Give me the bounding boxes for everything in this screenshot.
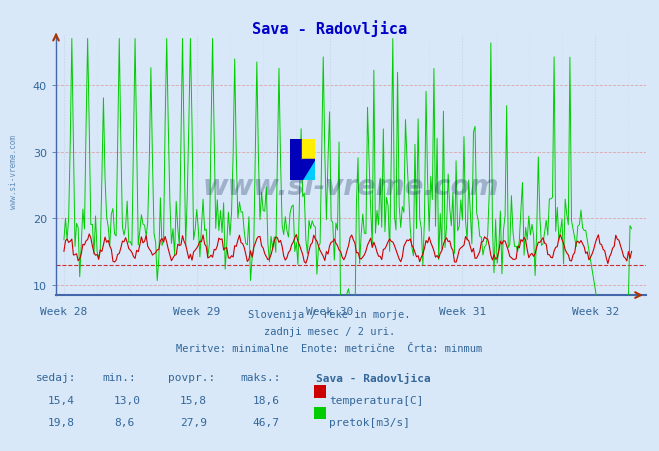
Text: Sava - Radovljica: Sava - Radovljica [316, 372, 431, 383]
Text: povpr.:: povpr.: [168, 372, 215, 382]
Text: 8,6: 8,6 [114, 417, 134, 427]
Bar [302, 140, 315, 160]
Text: sedaj:: sedaj: [36, 372, 76, 382]
Text: 18,6: 18,6 [252, 396, 279, 405]
Text: temperatura[C]: temperatura[C] [330, 396, 424, 405]
Text: Sava - Radovljica: Sava - Radovljica [252, 20, 407, 37]
Text: Slovenija / reke in morje.: Slovenija / reke in morje. [248, 309, 411, 319]
Text: Week 28: Week 28 [40, 307, 88, 317]
Text: Week 31: Week 31 [439, 307, 486, 317]
Text: 15,4: 15,4 [48, 396, 75, 405]
Text: www.si-vreme.com: www.si-vreme.com [9, 134, 18, 208]
Text: Week 30: Week 30 [306, 307, 353, 317]
Text: maks.:: maks.: [241, 372, 281, 382]
Text: 19,8: 19,8 [48, 417, 75, 427]
Text: pretok[m3/s]: pretok[m3/s] [330, 417, 411, 427]
Text: Week 29: Week 29 [173, 307, 220, 317]
Text: Meritve: minimalne  Enote: metrične  Črta: minmum: Meritve: minimalne Enote: metrične Črta:… [177, 343, 482, 353]
Text: 46,7: 46,7 [252, 417, 279, 427]
Text: 13,0: 13,0 [114, 396, 141, 405]
Text: min.:: min.: [102, 372, 136, 382]
Text: 27,9: 27,9 [180, 417, 207, 427]
Text: Week 32: Week 32 [571, 307, 619, 317]
Text: zadnji mesec / 2 uri.: zadnji mesec / 2 uri. [264, 326, 395, 336]
Polygon shape [302, 160, 315, 180]
Polygon shape [302, 160, 315, 180]
Text: 15,8: 15,8 [180, 396, 207, 405]
Bar [290, 140, 302, 180]
Text: www.si-vreme.com: www.si-vreme.com [203, 173, 499, 200]
